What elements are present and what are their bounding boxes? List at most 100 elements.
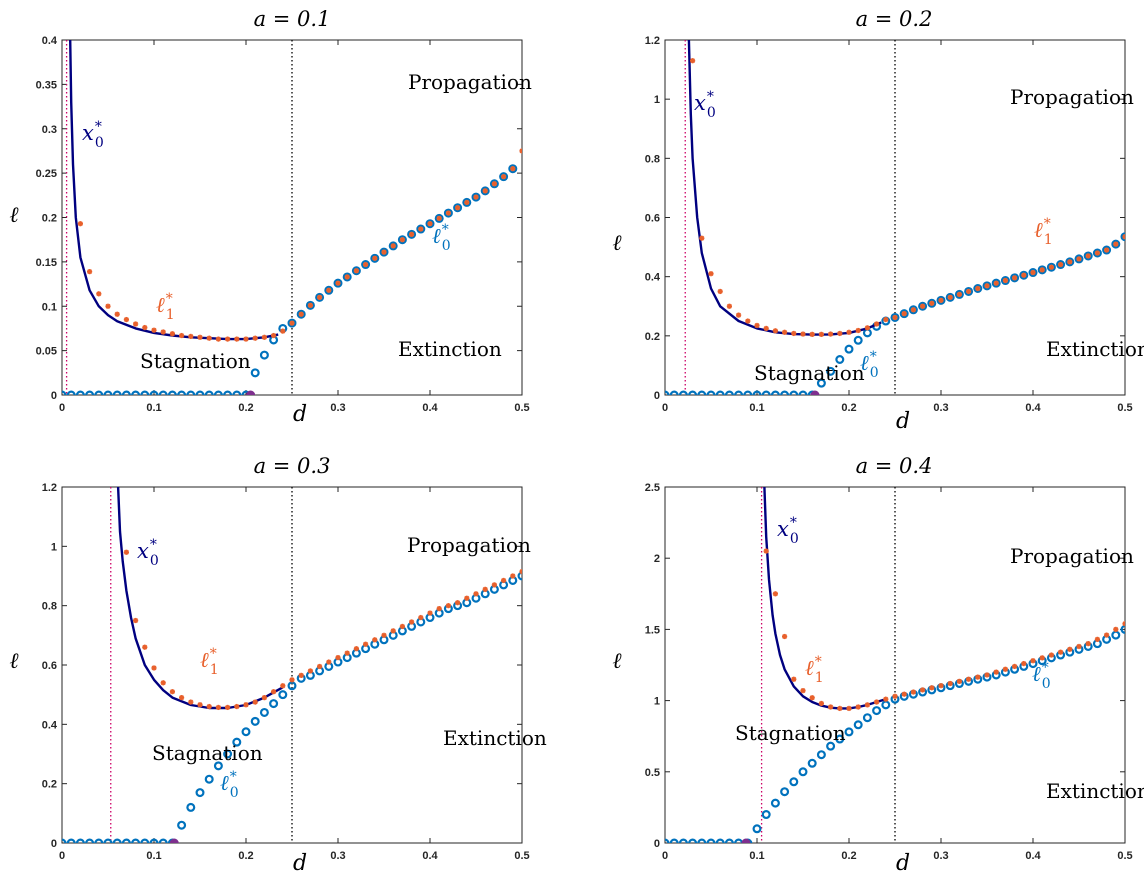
ell0-marker — [103, 838, 113, 843]
ell0-marker — [789, 390, 799, 395]
x-tick-label: 0.4 — [422, 402, 438, 414]
ell1-marker — [215, 336, 221, 342]
panel-2: 0 0.1 0.2 0.3 0.4 0.5 0 0.2 0.4 0.6 0.8 1 1.2 a = 0.2… — [612, 7, 1144, 434]
ell1-marker — [1048, 264, 1054, 270]
ell0-marker — [388, 241, 398, 251]
ell1-marker — [317, 663, 323, 670]
x-tick-label: 0.5 — [1117, 402, 1132, 414]
ell0-marker — [853, 720, 863, 730]
ell1-marker — [1104, 632, 1110, 638]
ell1-marker — [699, 235, 705, 241]
ell1-marker — [1085, 253, 1091, 259]
ell1-marker — [883, 316, 889, 323]
ell1-marker — [482, 188, 488, 194]
label-extinction: Extinction — [1046, 337, 1144, 361]
ell0-marker — [508, 164, 518, 174]
x-tick-label: 0.3 — [933, 402, 948, 414]
ell1-marker — [1067, 646, 1073, 652]
ell0-marker — [715, 838, 725, 843]
ell1-marker — [87, 269, 93, 275]
panel-1: 0 0.1 0.2 0.3 0.4 0.5 0 0.05 0.1 0.15 0.2 0.25 0.3 0.… — [9, 7, 532, 427]
ell0-marker — [140, 390, 150, 395]
x-tick-label: 0.2 — [238, 402, 253, 414]
ell1-marker — [818, 331, 824, 337]
ell1-marker — [1113, 241, 1119, 247]
x-axis-label: d — [896, 851, 910, 876]
ell1-marker — [1039, 655, 1045, 661]
ell0-marker — [62, 838, 67, 843]
y-tick-label: 0.4 — [645, 272, 661, 284]
ell0-marker — [1120, 232, 1125, 242]
ell1-marker — [929, 685, 935, 691]
label-x0: x* 0 — [137, 537, 159, 569]
threshold-marker — [810, 390, 820, 395]
y-axis-label: ℓ — [9, 203, 19, 228]
ell0-marker — [241, 727, 251, 737]
ell0-marker — [361, 260, 371, 270]
ell1-marker — [252, 335, 258, 341]
x-axis-label: d — [293, 402, 307, 427]
x-tick-label: 0 — [59, 402, 65, 414]
ell0-marker — [269, 699, 279, 709]
ell0-marker — [259, 707, 269, 717]
ell0-marker — [697, 390, 707, 395]
ell1-marker — [800, 688, 806, 694]
ell1-marker — [920, 687, 926, 693]
chart-title: a = 0.4 — [856, 454, 933, 478]
ell1-marker — [271, 332, 277, 339]
ell1-marker — [169, 331, 175, 337]
ell0-marker — [927, 298, 937, 308]
x-tick-label: 0.1 — [749, 850, 764, 862]
x-tick-label: 0.3 — [330, 850, 345, 862]
ell0-marker — [140, 838, 150, 843]
ell1-marker — [436, 215, 442, 221]
ell1-marker — [864, 325, 870, 331]
ell1-marker — [363, 261, 369, 268]
ell1-marker — [745, 318, 751, 324]
ell1-marker — [519, 148, 522, 154]
y-tick-label: 0.2 — [42, 779, 57, 791]
ell0-marker — [250, 716, 260, 726]
ell1-marker — [363, 641, 369, 647]
ell0-marker — [835, 355, 845, 365]
ell1-marker — [510, 573, 516, 579]
label-ell0: ℓ* 0 — [432, 222, 451, 254]
plot-content — [665, 487, 1125, 843]
ell1-marker — [1021, 660, 1027, 667]
ell1-marker — [390, 243, 396, 249]
ell1-marker — [1122, 621, 1125, 627]
ell1-marker — [1085, 641, 1091, 647]
ell0-marker — [94, 838, 104, 843]
ell0-marker — [724, 838, 734, 843]
ell1-marker — [920, 303, 926, 309]
x-tick-label: 0.4 — [422, 850, 438, 862]
ell0-marker — [899, 309, 909, 319]
ell0-marker — [333, 278, 343, 288]
ell1-marker — [252, 699, 258, 705]
ell1-marker — [160, 329, 166, 335]
y-tick-label: 0.3 — [42, 124, 57, 136]
ell1-marker — [1002, 277, 1008, 284]
label-ell1: ℓ* 1 — [200, 646, 219, 678]
ell1-marker — [335, 654, 341, 661]
ell0-marker — [489, 179, 499, 189]
ell1-marker — [344, 274, 350, 280]
ell0-marker — [103, 390, 113, 395]
ell1-marker — [280, 683, 286, 689]
ell1-marker — [1076, 643, 1082, 650]
ell1-marker — [436, 606, 442, 612]
ell1-marker — [96, 291, 102, 297]
ell0-marker — [149, 838, 159, 843]
ell0-marker — [397, 235, 407, 245]
ell1-marker — [1104, 247, 1110, 253]
ell1-marker — [234, 336, 240, 342]
ell1-marker — [289, 677, 295, 683]
label-ell1: ℓ* 1 — [156, 291, 175, 323]
y-tick-label: 0.25 — [36, 168, 57, 180]
ell1-marker — [855, 327, 861, 334]
y-tick-label: 0.35 — [36, 79, 57, 91]
ell0-marker — [973, 284, 983, 294]
x-tick-label: 0.1 — [146, 402, 161, 414]
ell1-marker — [1094, 250, 1100, 256]
ell0-marker — [1111, 239, 1121, 249]
